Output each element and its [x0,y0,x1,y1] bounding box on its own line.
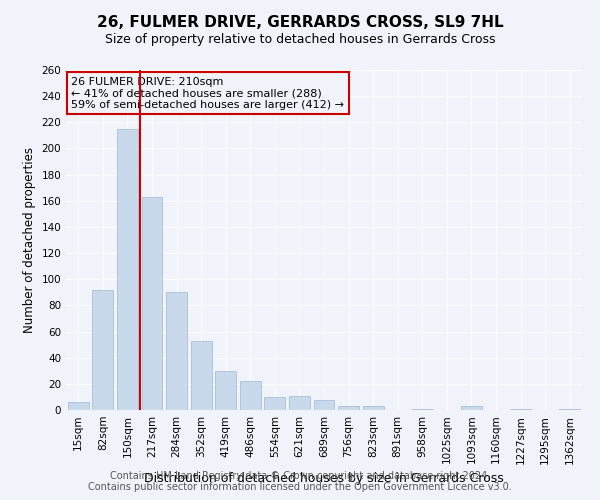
X-axis label: Distribution of detached houses by size in Gerrards Cross: Distribution of detached houses by size … [144,472,504,485]
Y-axis label: Number of detached properties: Number of detached properties [23,147,36,333]
Text: Size of property relative to detached houses in Gerrards Cross: Size of property relative to detached ho… [105,32,495,46]
Bar [117,129,138,410]
Bar [338,406,359,410]
Bar [265,397,286,410]
Bar [412,408,433,410]
Bar [362,406,383,410]
Text: Contains HM Land Registry data © Crown copyright and database right 2024.
Contai: Contains HM Land Registry data © Crown c… [88,471,512,492]
Bar [314,400,334,410]
Bar [166,292,187,410]
Text: 26 FULMER DRIVE: 210sqm
← 41% of detached houses are smaller (288)
59% of semi-d: 26 FULMER DRIVE: 210sqm ← 41% of detache… [71,77,344,110]
Bar [510,408,531,410]
Bar [559,408,580,410]
Bar [215,371,236,410]
Bar [142,197,163,410]
Bar [289,396,310,410]
Bar [92,290,113,410]
Text: 26, FULMER DRIVE, GERRARDS CROSS, SL9 7HL: 26, FULMER DRIVE, GERRARDS CROSS, SL9 7H… [97,15,503,30]
Bar [240,381,261,410]
Bar [68,402,89,410]
Bar [191,340,212,410]
Bar [461,406,482,410]
